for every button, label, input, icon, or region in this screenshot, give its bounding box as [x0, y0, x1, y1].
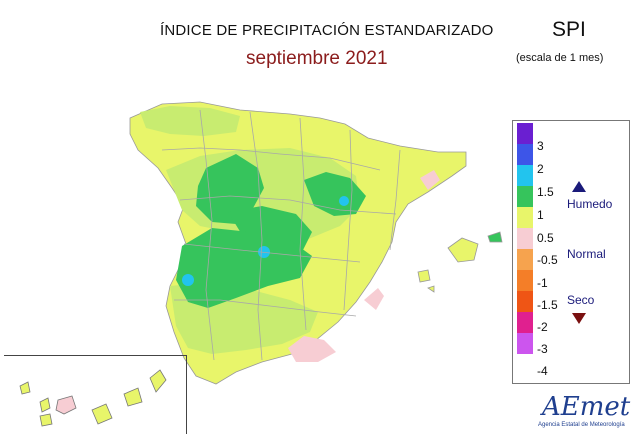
wet-zone-center — [228, 206, 312, 252]
legend-swatch — [517, 291, 533, 312]
map-title: ÍNDICE DE PRECIPITACIÓN ESTANDARIZADO — [160, 22, 494, 39]
legend-tick: 1 — [537, 208, 544, 222]
island-formentera — [427, 285, 435, 293]
legend-swatch — [517, 270, 533, 291]
dry-zone-catalonia — [420, 170, 440, 190]
legend-tick: 2 — [537, 162, 544, 176]
legend-dry-label: Seco — [567, 293, 595, 307]
legend-tick: -2 — [537, 320, 548, 334]
legend-wet-label: Humedo — [567, 197, 613, 211]
legend-tick: 3 — [537, 139, 544, 153]
very-wet-spot-iberian — [339, 196, 349, 206]
legend-swatch — [517, 228, 533, 249]
legend-swatch — [517, 249, 533, 270]
canary-inset-frame — [4, 355, 187, 434]
wet-zone-duero — [196, 154, 264, 224]
canary-islands — [19, 369, 167, 427]
legend-tick: 1.5 — [537, 185, 554, 199]
legend-tick: -1 — [537, 276, 548, 290]
legend-swatch — [517, 144, 533, 165]
legend-swatch — [517, 123, 533, 144]
aemet-logo: AEmet — [542, 392, 631, 422]
legend-swatch — [517, 207, 533, 228]
legend-normal-label: Normal — [567, 247, 606, 261]
light-green-zone-north — [140, 106, 240, 136]
legend-swatch — [517, 312, 533, 333]
island-menorca — [487, 231, 503, 243]
index-scale: (escala de 1 mes) — [516, 52, 604, 64]
legend-tick: -0.5 — [537, 253, 558, 267]
legend-panel: 3 2 1.5 1 0.5 -0.5 -1 -1.5 -2 -3 -4 Hume… — [512, 120, 630, 384]
island-ibiza — [417, 269, 431, 283]
wet-zone-iberian — [304, 172, 366, 216]
dry-zone-southeast — [288, 336, 336, 362]
province-borders — [161, 109, 401, 361]
legend-tick: 0.5 — [537, 231, 554, 245]
island-mallorca — [447, 237, 479, 263]
index-name: SPI — [552, 18, 586, 41]
legend-tick: -1.5 — [537, 298, 558, 312]
very-wet-spot-west — [182, 274, 194, 286]
map-date: septiembre 2021 — [246, 48, 388, 69]
legend-swatch — [517, 165, 533, 186]
dry-zone-murcia — [364, 288, 384, 310]
dry-arrow-icon — [572, 313, 586, 324]
legend-swatch — [517, 186, 533, 207]
legend-tick: -4 — [537, 364, 548, 378]
legend-swatch — [517, 333, 533, 354]
legend-tick: -3 — [537, 342, 548, 356]
aemet-logo-subtitle: Agencia Estatal de Meteorología — [538, 422, 625, 428]
wet-arrow-icon — [572, 181, 586, 192]
